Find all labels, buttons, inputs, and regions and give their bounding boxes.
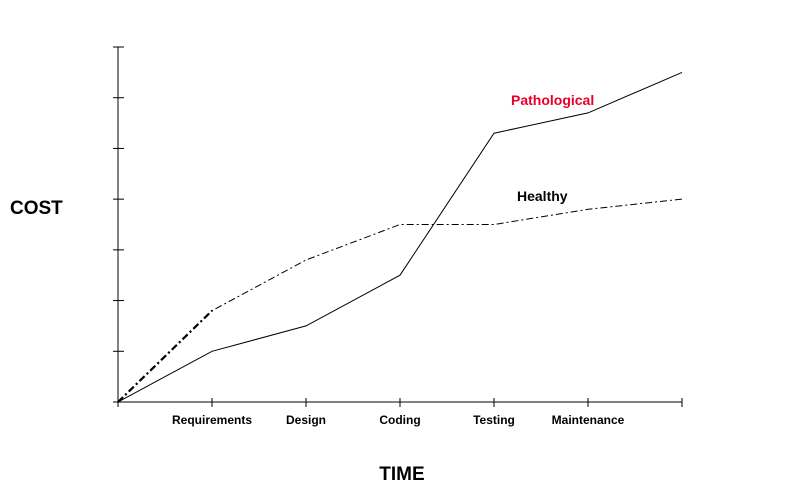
series-label-pathological: Pathological xyxy=(511,92,594,108)
x-tick-label: Design xyxy=(286,413,326,427)
x-tick-label: Coding xyxy=(379,413,420,427)
series-line-healthy xyxy=(117,198,683,403)
axis-ticks xyxy=(113,46,683,407)
x-tick-label: Maintenance xyxy=(552,413,625,427)
axes xyxy=(117,47,682,403)
series-line-pathological xyxy=(117,71,683,403)
x-tick-label: Requirements xyxy=(172,413,252,427)
series-label-healthy: Healthy xyxy=(517,188,568,204)
series-segment-emphasis xyxy=(117,309,213,403)
series-lines xyxy=(117,71,683,403)
x-tick-label: Testing xyxy=(473,413,515,427)
y-axis-title: COST xyxy=(10,198,63,219)
category-labels: Requirements Design Coding Testing Maintenan… xyxy=(172,413,625,427)
x-axis-title: TIME xyxy=(379,464,424,485)
